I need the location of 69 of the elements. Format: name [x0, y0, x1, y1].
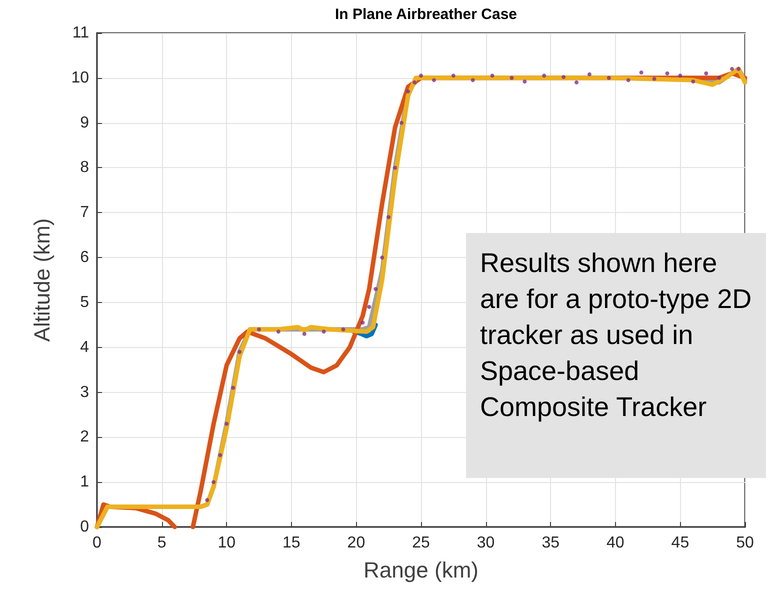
x-tick-label: 35 [542, 534, 560, 552]
y-tick-label: 0 [80, 518, 90, 536]
point [276, 330, 280, 334]
point [231, 386, 236, 390]
y-tick-label: 5 [80, 294, 90, 311]
point [374, 286, 378, 291]
y-tick-label: 1 [80, 474, 90, 491]
point [678, 74, 682, 78]
y-tick-label: 8 [80, 159, 90, 176]
point [380, 256, 384, 260]
point [470, 78, 475, 82]
x-tick-label: 25 [412, 534, 430, 552]
point [360, 320, 365, 325]
point [490, 74, 494, 78]
point [302, 332, 306, 336]
point [736, 66, 741, 71]
x-tick-label: 5 [157, 534, 166, 552]
y-tick-label: 6 [80, 249, 90, 266]
point [730, 66, 734, 71]
point [322, 330, 326, 334]
x-axis-title: Range (km) [364, 558, 478, 582]
chart-title: In Plane Airbreather Case [334, 6, 518, 23]
y-tick-label: 11 [72, 24, 90, 42]
y-tick-label: 9 [80, 114, 90, 132]
point [212, 480, 216, 484]
point [606, 76, 611, 80]
point [665, 71, 670, 76]
y-tick-label: 7 [80, 204, 90, 222]
y-tick-label: 10 [71, 69, 90, 86]
point [419, 74, 423, 78]
point [510, 76, 514, 80]
x-tick-label: 45 [671, 534, 690, 552]
y-tick-label: 4 [80, 338, 90, 356]
y-axis-title: Altitude (km) [30, 218, 54, 342]
point [451, 74, 456, 78]
point [218, 453, 222, 458]
point [400, 120, 404, 125]
point [639, 70, 644, 75]
point [412, 80, 417, 84]
x-tick-label: 40 [606, 534, 624, 552]
point [341, 327, 346, 332]
point [522, 80, 527, 84]
point [205, 498, 210, 502]
x-tick-label: 15 [282, 534, 300, 552]
point [432, 78, 436, 82]
point [542, 74, 546, 78]
x-tick-label: 0 [92, 534, 102, 552]
point [704, 71, 708, 76]
point [626, 78, 630, 82]
annotation: Results shown here are for a proto-type 2D tracker as used in Space-based Composite Tracker [480, 247, 753, 424]
point [574, 80, 579, 84]
x-tick-label: 50 [736, 534, 754, 552]
point [238, 350, 242, 354]
x-tick-label: 20 [347, 534, 366, 552]
point [393, 166, 398, 170]
point [386, 215, 391, 220]
point [562, 75, 566, 80]
point [717, 76, 722, 80]
point [587, 72, 592, 76]
y-tick-label: 2 [80, 428, 90, 446]
point [691, 80, 696, 84]
point [652, 76, 656, 81]
point [367, 304, 372, 309]
point [257, 327, 261, 332]
y-tick-label: 3 [80, 384, 90, 401]
x-tick-label: 10 [218, 534, 236, 552]
x-tick-label: 30 [476, 534, 495, 552]
point [224, 422, 229, 426]
point [406, 89, 410, 94]
